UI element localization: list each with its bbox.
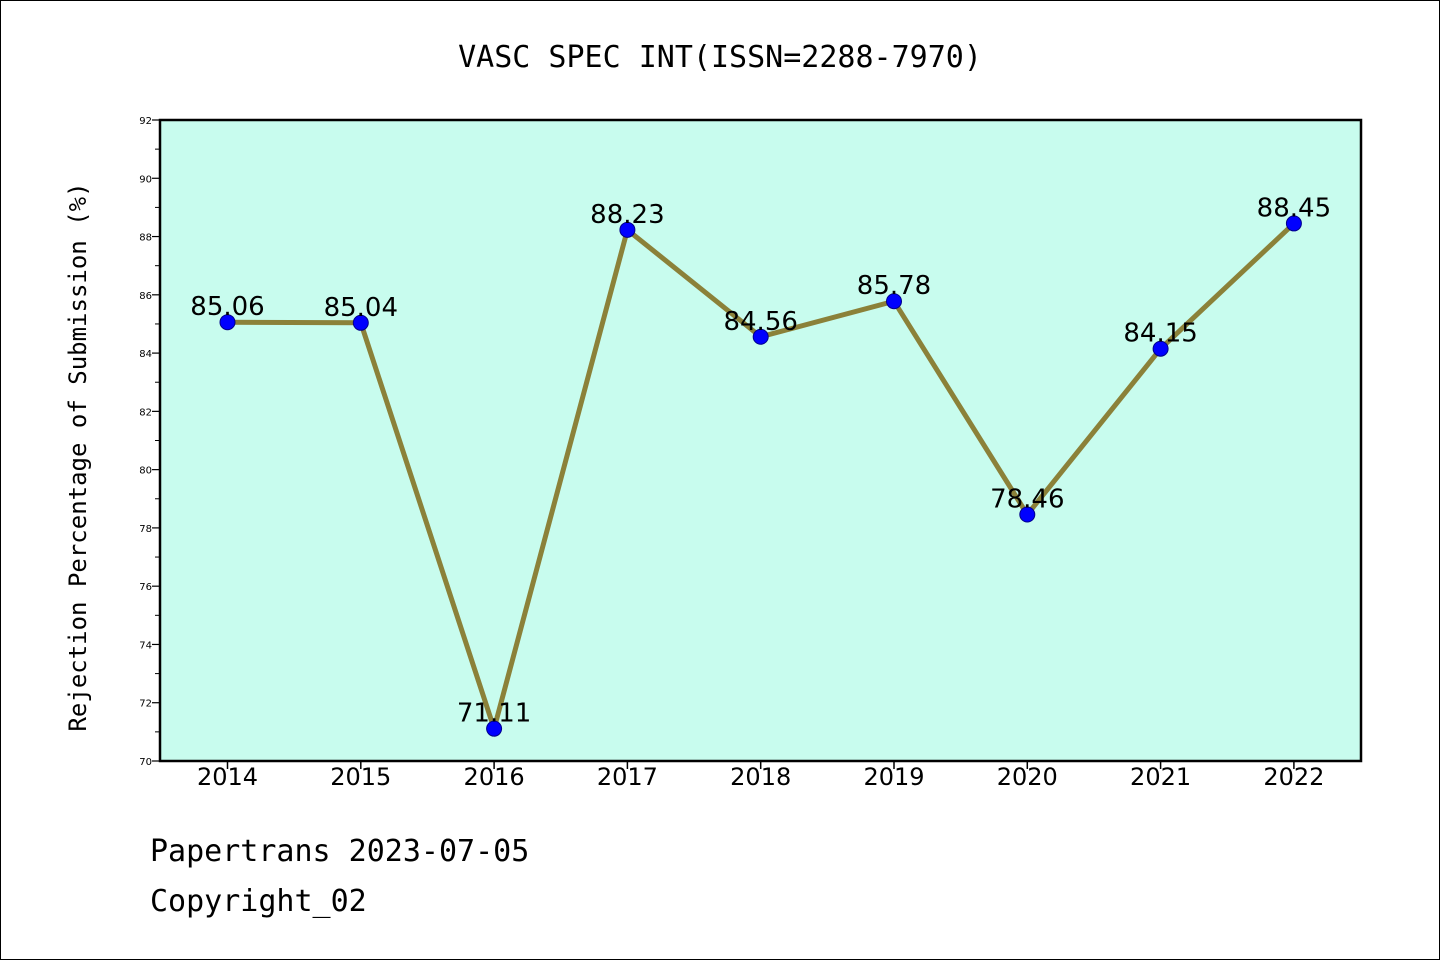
y-tick-label: 88 (139, 233, 152, 244)
y-tick-label: 80 (139, 466, 152, 477)
y-axis-label: Rejection Percentage of Submission (%) (64, 182, 92, 731)
x-tick-label: 2016 (464, 763, 525, 791)
data-label: 85.04 (324, 293, 398, 323)
data-label: 85.06 (190, 292, 264, 322)
data-label: 88.23 (590, 200, 664, 230)
data-label-layer: 85.06 85.04 71.11 88.23 84.56 85.78 78.46 84.15… (190, 193, 1331, 728)
y-tick-label: 90 (139, 174, 152, 185)
y-tick-label: 74 (139, 640, 152, 651)
footer-copyright: Copyright_02 (150, 884, 367, 919)
data-point (1285, 215, 1302, 232)
data-label: 84.56 (723, 307, 797, 337)
footer-date: Papertrans 2023-07-05 (150, 834, 530, 869)
x-tick-label: 2014 (197, 763, 258, 791)
axes-layer: 70 72 74 76 78 80 82 84 86 88 90 92 2014 2015 2016 2017… (139, 116, 1324, 791)
data-label: 88.45 (1257, 193, 1331, 223)
y-tick-label: 78 (139, 524, 152, 535)
x-tick-label: 2019 (863, 763, 924, 791)
data-label: 85.78 (857, 271, 931, 301)
data-label: 71.11 (457, 699, 531, 729)
x-tick-label: 2021 (1130, 763, 1191, 791)
data-point (886, 293, 902, 310)
data-point (219, 314, 236, 331)
y-tick-label: 92 (139, 116, 152, 127)
x-tick-label: 2022 (1263, 763, 1324, 791)
x-tick-label: 2015 (330, 763, 391, 791)
y-tick-label: 72 (139, 699, 152, 710)
data-label: 78.46 (990, 485, 1064, 515)
data-point (486, 720, 503, 737)
x-tick-label: 2018 (730, 763, 791, 791)
data-point (1019, 506, 1036, 523)
data-point (352, 314, 369, 331)
chart-title: VASC SPEC INT(ISSN=2288-7970) (458, 40, 982, 75)
y-tick-label: 70 (139, 757, 152, 768)
plot-area (158, 118, 1363, 763)
x-tick-label: 2017 (597, 763, 658, 791)
y-tick-label: 82 (139, 407, 152, 418)
y-tick-label: 84 (139, 349, 152, 360)
y-tick-label: 76 (139, 582, 152, 593)
data-point (752, 328, 769, 345)
marker-layer (219, 215, 1302, 737)
y-tick-label: 86 (139, 291, 152, 302)
data-point (619, 221, 636, 238)
data-label: 84.15 (1123, 319, 1197, 349)
x-tick-label: 2020 (997, 763, 1058, 791)
data-point (1152, 340, 1169, 357)
